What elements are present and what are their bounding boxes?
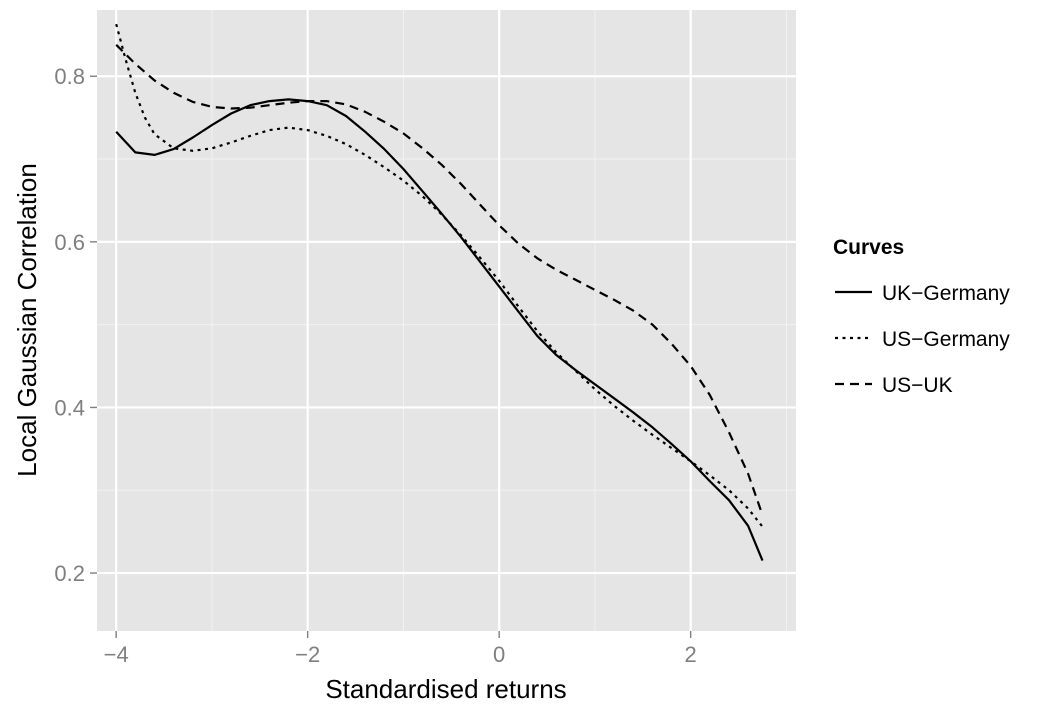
x-axis-title: Standardised returns bbox=[325, 674, 566, 704]
legend-title: Curves bbox=[833, 236, 904, 259]
axis-ticks: −4 −2 0 2 0.2 0.4 0.6 0.8 bbox=[54, 64, 696, 667]
legend-items: UK−Germany US−Germany US−UK bbox=[835, 282, 1010, 397]
minor-gridlines bbox=[97, 10, 796, 631]
x-tick-label: 0 bbox=[493, 642, 505, 667]
series-line-2 bbox=[115, 44, 764, 516]
x-tick-label: 2 bbox=[685, 642, 697, 667]
legend-label-0: UK−Germany bbox=[882, 282, 1010, 305]
legend-label-1: US−Germany bbox=[882, 328, 1010, 351]
plot-panel bbox=[97, 10, 796, 631]
y-tick-label: 0.8 bbox=[54, 64, 85, 89]
series-layer bbox=[115, 23, 764, 562]
legend-label-2: US−UK bbox=[882, 374, 953, 397]
legend: Curves UK−Germany US−Germany US−UK bbox=[833, 236, 1010, 397]
y-tick-label: 0.6 bbox=[54, 230, 85, 255]
y-tick-label: 0.2 bbox=[54, 561, 85, 586]
x-tick-label: −2 bbox=[295, 642, 320, 667]
y-axis-title: Local Gaussian Correlation bbox=[12, 163, 42, 477]
y-tick-label: 0.4 bbox=[54, 395, 85, 420]
series-line-1 bbox=[115, 23, 764, 528]
x-tick-label: −4 bbox=[104, 642, 129, 667]
major-gridlines bbox=[97, 10, 796, 631]
